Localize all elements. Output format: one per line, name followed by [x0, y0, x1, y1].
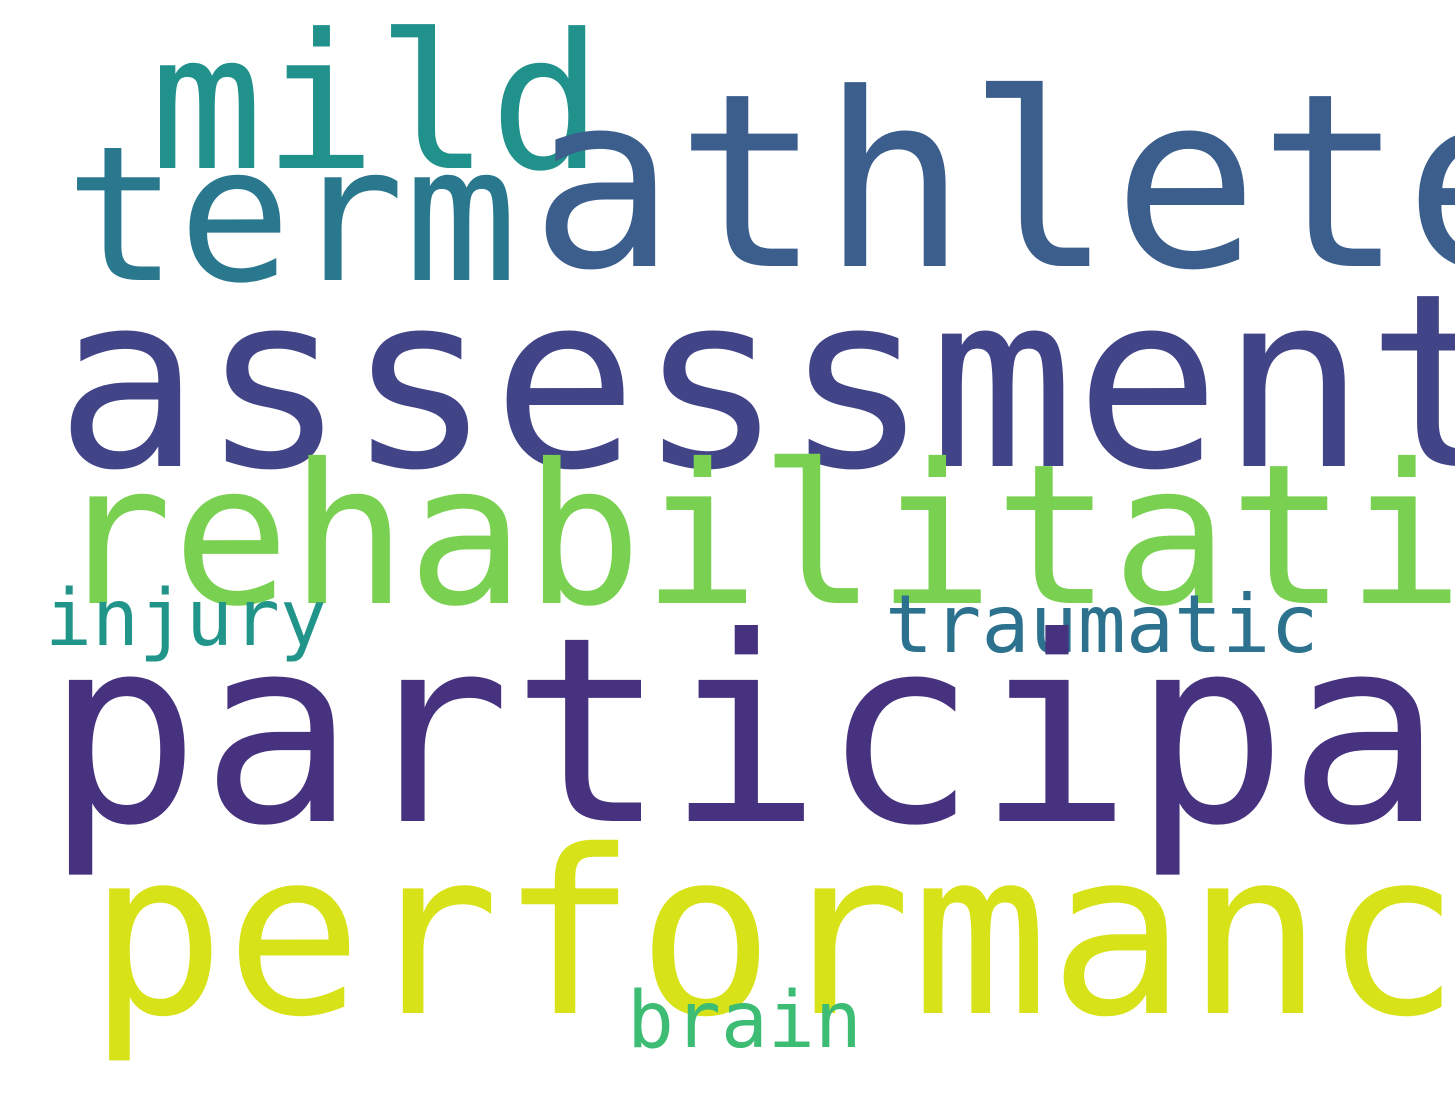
word-assessment: assessment	[55, 242, 1455, 524]
word-performance: performance	[88, 801, 1455, 1067]
word-participant: participant	[45, 582, 1455, 882]
word-traumatic: traumatic	[885, 578, 1319, 671]
word-term: term	[65, 106, 518, 325]
word-brain: brain	[627, 976, 862, 1066]
word-injury: injury	[45, 574, 327, 664]
word-athlete: athlete	[530, 42, 1455, 324]
word-rehabilitation: rehabilitation	[55, 422, 1455, 649]
word-mild: mild	[150, 0, 603, 213]
